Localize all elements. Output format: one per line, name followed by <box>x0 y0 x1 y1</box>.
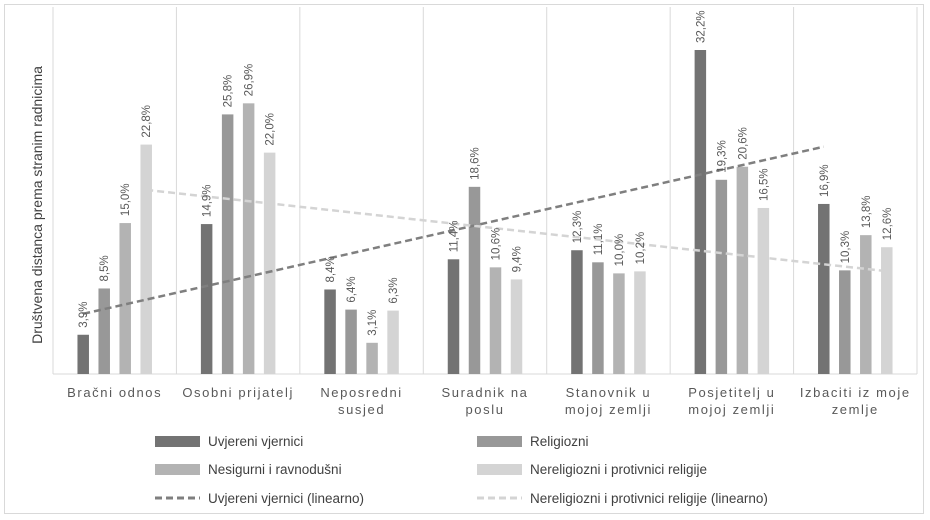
data-label: 14,9% <box>202 184 214 217</box>
legend-swatch <box>155 464 200 475</box>
category-label: Posjetitelj u <box>688 385 775 400</box>
category-label: Izbaciti iz moje <box>800 385 911 400</box>
bar <box>715 179 728 374</box>
category-label: mojoj zemlji <box>565 402 652 417</box>
bar <box>119 223 131 374</box>
bar <box>468 186 481 374</box>
bar <box>694 50 707 374</box>
category-label: poslu <box>465 402 504 417</box>
bar <box>860 235 872 374</box>
bar <box>387 310 399 374</box>
data-label: 32,2% <box>695 10 707 43</box>
data-label: 8,4% <box>325 256 337 282</box>
data-label: 16,5% <box>758 168 770 201</box>
trendline <box>82 145 825 316</box>
bar <box>757 207 770 374</box>
bar <box>221 114 234 374</box>
bar <box>736 166 749 374</box>
legend-entry: Religiozni <box>477 434 589 449</box>
data-label: 19,3% <box>716 140 728 173</box>
bar <box>77 334 89 374</box>
data-label: 12,3% <box>572 211 584 244</box>
data-label: 12,6% <box>882 208 894 241</box>
category-label: Suradnik na <box>442 385 529 400</box>
value-labels: 3,9% 14,9% 8,4% 11,4% 12,3% 32,2% 16,9% 8,5% 25,… <box>78 10 894 335</box>
legend: Uvjereni vjernici Religiozni Nesigurni i r… <box>155 434 768 506</box>
category-label: susjed <box>338 402 385 417</box>
bar <box>818 203 830 374</box>
data-label: 3,1% <box>367 310 379 336</box>
data-label: 25,8% <box>223 75 235 108</box>
bar <box>881 247 893 374</box>
trendlines <box>82 145 887 316</box>
data-label: 26,9% <box>244 64 256 97</box>
legend-swatch <box>155 436 200 447</box>
legend-entry: Nereligiozni i protivnici religije <box>477 462 707 477</box>
legend-entry: Uvjereni vjernici (linearno) <box>155 491 364 506</box>
data-label: 11,1% <box>593 224 605 256</box>
legend-swatch <box>477 436 522 447</box>
data-label: 10,6% <box>491 228 503 261</box>
category-label: Osobni prijatelj <box>182 385 294 400</box>
data-label: 10,3% <box>840 231 852 264</box>
data-label: 10,0% <box>614 234 626 267</box>
bar <box>510 279 523 374</box>
gridlines <box>52 7 918 375</box>
category-label: mojoj zemlji <box>688 402 775 417</box>
bar <box>613 273 625 374</box>
legend-swatch <box>477 464 522 475</box>
chart-frame: 3,9% 14,9% 8,4% 11,4% 12,3% 32,2% 16,9% 8,5% 25,… <box>4 4 924 514</box>
data-label: 9,4% <box>512 246 524 272</box>
data-label: 6,4% <box>346 276 358 302</box>
data-label: 18,6% <box>470 147 482 180</box>
bar <box>592 262 604 374</box>
legend-label: Uvjereni vjernici <box>208 434 303 449</box>
y-axis-label: Društvena distanca prema stranim radnici… <box>29 66 45 344</box>
data-label: 15,0% <box>120 183 132 216</box>
bar <box>489 267 502 374</box>
data-label: 6,3% <box>388 277 400 303</box>
data-label: 3,9% <box>78 302 90 328</box>
legend-label: Nereligiozni i protivnici religije <box>530 462 707 477</box>
category-label: Bračni odnos <box>67 385 162 400</box>
data-label: 16,9% <box>819 164 831 197</box>
legend-entry: Uvjereni vjernici <box>155 434 303 449</box>
category-labels: Bračni odnos Osobni prijatelj Neposredni su… <box>67 385 911 417</box>
category-label: Neposredni <box>320 385 403 400</box>
data-label: 20,6% <box>737 127 749 160</box>
category-label: zemlje <box>832 402 879 417</box>
bar <box>839 270 851 374</box>
bar <box>634 271 646 374</box>
chart-svg: 3,9% 14,9% 8,4% 11,4% 12,3% 32,2% 16,9% 8,5% 25,… <box>29 7 918 506</box>
bar <box>140 144 152 374</box>
bar <box>345 309 357 374</box>
bars <box>77 50 893 374</box>
data-label: 22,8% <box>141 105 153 138</box>
data-label: 13,8% <box>861 196 873 229</box>
bar <box>366 342 378 374</box>
bar <box>200 224 213 374</box>
legend-label: Nereligiozni i protivnici religije (line… <box>530 491 768 506</box>
data-label: 10,2% <box>635 232 647 265</box>
category-label: Stanovnik u <box>566 385 652 400</box>
data-label: 22,0% <box>265 113 277 146</box>
bar <box>98 288 110 374</box>
legend-label: Uvjereni vjernici (linearno) <box>208 491 364 506</box>
bar <box>263 152 276 374</box>
bar <box>242 103 255 374</box>
data-label: 11,4% <box>449 221 461 253</box>
legend-label: Religiozni <box>530 434 589 449</box>
bar <box>571 250 583 374</box>
legend-label: Nesigurni i ravnodušni <box>208 462 342 477</box>
legend-entry: Nesigurni i ravnodušni <box>155 462 342 477</box>
trendline <box>146 188 887 273</box>
legend-entry: Nereligiozni i protivnici religije (line… <box>477 491 768 506</box>
data-label: 8,5% <box>99 255 111 281</box>
bar <box>447 259 460 374</box>
bar <box>324 289 336 374</box>
